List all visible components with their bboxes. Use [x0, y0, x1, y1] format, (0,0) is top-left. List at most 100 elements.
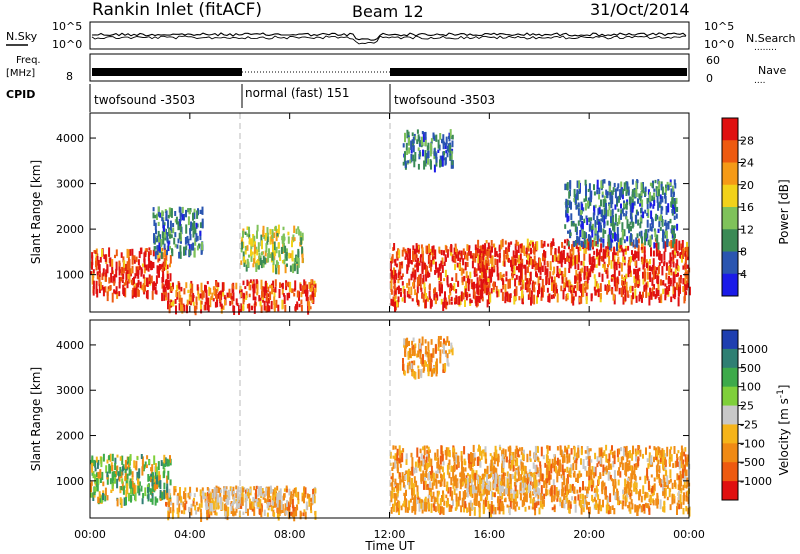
echo-cell: [448, 504, 451, 512]
echo-cell: [194, 227, 196, 235]
echo-cell: [235, 493, 238, 499]
echo-cell: [579, 284, 582, 293]
echo-cell: [258, 507, 261, 515]
echo-cell: [509, 501, 512, 509]
echo-cell: [494, 258, 497, 265]
echo-cell: [276, 485, 279, 491]
echo-cell: [478, 249, 481, 253]
echo-cell: [309, 306, 312, 310]
echo-cell: [407, 482, 410, 486]
echo-cell: [642, 271, 644, 279]
echo-cell: [640, 495, 643, 503]
echo-cell: [476, 490, 478, 498]
echo-cell: [617, 218, 620, 225]
echo-cell: [616, 276, 619, 285]
echo-cell: [622, 496, 625, 500]
echo-cell: [525, 487, 528, 494]
echo-cell: [585, 191, 587, 196]
echo-cell: [682, 508, 685, 515]
echo-cell: [172, 502, 175, 512]
echo-cell: [418, 503, 421, 512]
echo-cell: [629, 507, 632, 514]
echo-cell: [395, 273, 398, 280]
echo-cell: [624, 463, 627, 468]
echo-cell: [639, 203, 642, 207]
echo-cell: [495, 449, 498, 459]
echo-cell: [614, 204, 617, 210]
echo-cell: [257, 261, 260, 265]
echo-cell: [505, 277, 508, 282]
echo-cell: [602, 238, 605, 243]
echo-cell: [463, 504, 466, 513]
echo-cell: [515, 470, 518, 475]
y-tick-label: 4000: [56, 132, 84, 145]
echo-cell: [133, 288, 136, 297]
echo-cell: [655, 186, 658, 192]
echo-cell: [588, 217, 591, 223]
echo-cell: [660, 279, 662, 286]
echo-cell: [464, 501, 467, 509]
echo-cell: [152, 207, 155, 212]
echo-cell: [564, 486, 567, 495]
echo-cell: [456, 455, 459, 462]
echo-cell: [486, 263, 489, 270]
echo-cell: [594, 504, 597, 509]
echo-cell: [662, 239, 665, 249]
echo-cell: [415, 262, 418, 268]
echo-cell: [411, 457, 414, 468]
echo-cell: [405, 142, 408, 152]
echo-cell: [422, 257, 424, 265]
echo-cell: [418, 460, 421, 467]
echo-cell: [426, 145, 429, 151]
echo-cell: [514, 493, 517, 502]
echo-cell: [396, 467, 399, 474]
echo-cell: [413, 467, 416, 474]
echo-cell: [560, 258, 563, 268]
echo-cell: [267, 253, 270, 263]
echo-cell: [104, 493, 107, 502]
echo-cell: [133, 255, 136, 261]
echo-cell: [577, 220, 580, 226]
echo-cell: [174, 486, 177, 490]
echo-cell: [106, 495, 109, 501]
echo-cell: [662, 491, 665, 496]
echo-cell: [269, 228, 272, 235]
echo-cell: [475, 268, 478, 274]
echo-cell: [197, 287, 200, 296]
echo-cell: [434, 506, 437, 513]
echo-cell: [517, 241, 520, 246]
echo-cell: [627, 478, 630, 482]
echo-cell: [502, 273, 505, 277]
echo-cell: [250, 244, 253, 250]
echo-cell: [514, 472, 517, 482]
echo-cell: [541, 291, 544, 298]
echo-cell: [657, 446, 660, 456]
echo-cell: [599, 456, 602, 465]
echo-cell: [309, 282, 312, 292]
echo-cell: [525, 247, 528, 254]
echo-cell: [488, 269, 491, 279]
echo-cell: [469, 271, 472, 279]
echo-cell: [158, 481, 161, 488]
echo-cell: [498, 508, 501, 515]
echo-cell: [553, 506, 556, 510]
echo-cell: [522, 454, 525, 458]
echo-cell: [167, 301, 169, 310]
echo-cell: [647, 189, 650, 195]
echo-cell: [108, 277, 111, 284]
echo-cell: [549, 490, 552, 495]
echo-cell: [659, 199, 662, 205]
cpid-segment-2: normal (fast) 151: [245, 86, 349, 100]
echo-cell: [290, 511, 293, 516]
echo-cell: [170, 208, 173, 215]
echo-cell: [639, 489, 642, 497]
echo-cell: [220, 496, 222, 503]
echo-cell: [549, 271, 552, 279]
echo-cell: [475, 488, 478, 494]
echo-cell: [417, 163, 420, 170]
echo-cell: [622, 280, 625, 285]
echo-cell: [539, 266, 542, 275]
echo-cell: [672, 277, 675, 288]
echo-cell: [621, 274, 624, 280]
